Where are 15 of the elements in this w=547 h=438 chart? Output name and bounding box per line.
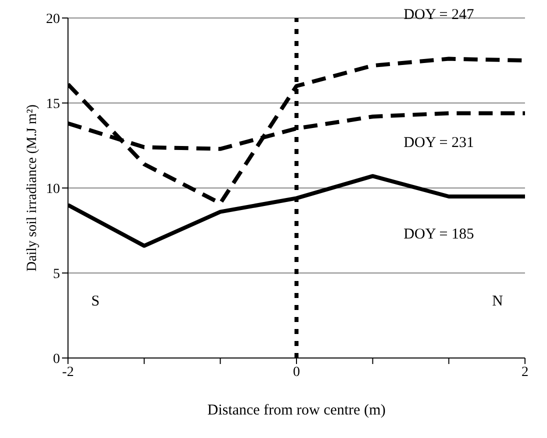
text: DOY = 247 [404, 6, 474, 23]
series-label: DOY = 185 [404, 226, 474, 242]
annotation: S [91, 294, 100, 310]
y-tick-label: 15 [46, 96, 60, 112]
y-tick-label: 20 [46, 12, 60, 27]
y-tick-label: 10 [46, 182, 60, 197]
x-tick-label: 2 [522, 364, 528, 380]
y-axis-title: Daily soil irradiance (M.J m²) [25, 104, 40, 272]
x-tick-label: -2 [62, 364, 74, 380]
series-label: DOY = 231 [404, 135, 474, 152]
y-tick-label: 5 [53, 266, 60, 282]
annotation: N [492, 294, 504, 310]
y-tick-label: 0 [53, 352, 60, 367]
x-tick-label: 0 [293, 364, 300, 380]
x-axis-title: Distance from row centre (m) [207, 402, 386, 419]
